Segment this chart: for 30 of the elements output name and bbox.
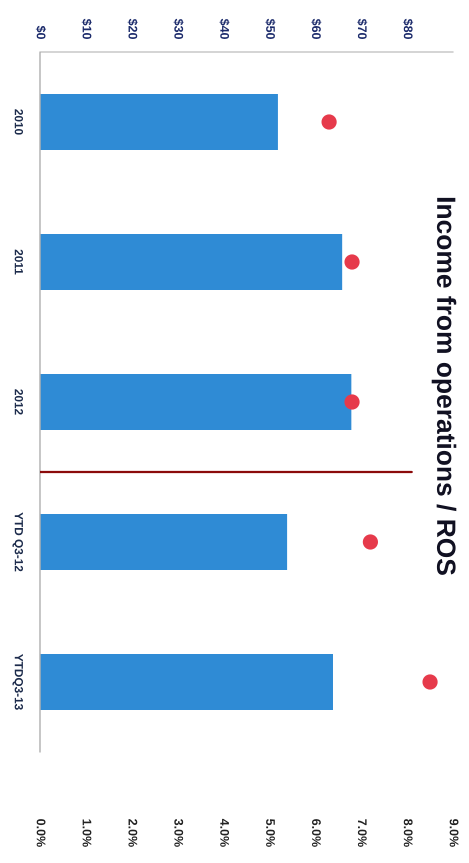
point xyxy=(422,674,438,690)
x2-tick-label: $70 xyxy=(357,18,368,39)
x2-tick-label: $50 xyxy=(265,18,276,39)
y-tick-label: 2011 xyxy=(14,250,24,274)
x2-tick-label: $0 xyxy=(36,26,46,39)
x-tick-label: 8.0% xyxy=(404,819,413,847)
text: Income from operations / ROS xyxy=(432,198,456,575)
x2-tick-label: $60 xyxy=(311,18,322,39)
x2-tick-label: $10 xyxy=(82,18,92,39)
x2-tick-label: $20 xyxy=(128,18,138,39)
x-tick-label: 3.0% xyxy=(174,818,184,847)
x-tick-label: 2.0% xyxy=(128,819,138,847)
x-tick-label: 5.0% xyxy=(266,819,275,847)
x2-tick-label: $40 xyxy=(219,18,230,39)
y-tick-label: YTDQ3-13 xyxy=(12,654,24,710)
x-tick-label: 1.0% xyxy=(82,819,92,847)
y-tick-label: 2010 xyxy=(14,109,24,135)
point xyxy=(344,254,360,270)
point xyxy=(362,534,378,550)
x-tick-label: 0.0% xyxy=(36,819,46,847)
x-tick-label: 9.0% xyxy=(450,819,458,847)
x-tick-label: 4.0% xyxy=(220,818,230,847)
x-tick-label: 7.0% xyxy=(358,819,367,847)
y-tick-label: YTD Q3-12 xyxy=(12,512,24,572)
x2-tick-label: $30 xyxy=(174,18,184,39)
y-tick-label: 2012 xyxy=(14,389,24,415)
point xyxy=(344,394,360,410)
x2-tick-label: $80 xyxy=(402,18,414,39)
x-tick-label: 6.0% xyxy=(312,819,321,847)
point xyxy=(321,114,337,130)
